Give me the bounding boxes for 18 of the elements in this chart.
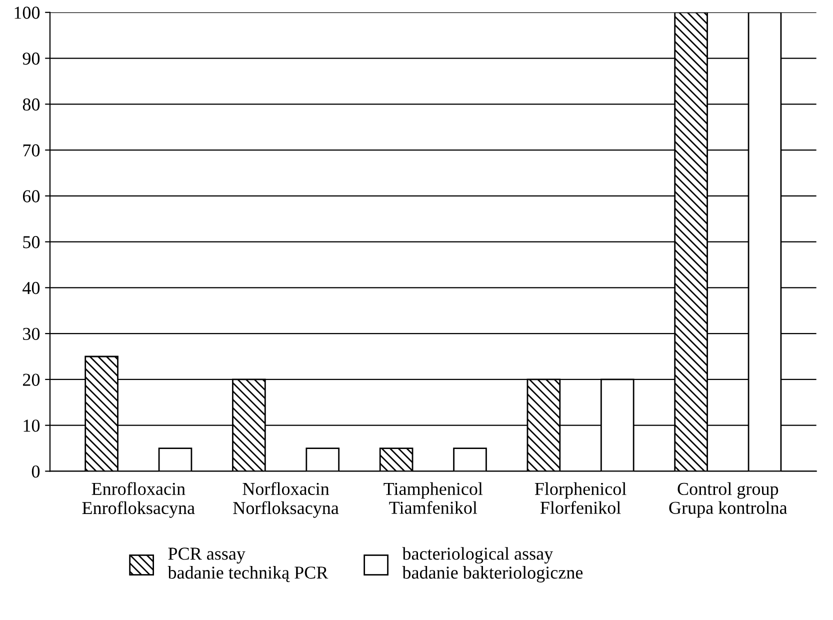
x-tick-label: Florphenicol Florfenikol <box>534 482 626 514</box>
x-tick-label: Norfloxacin Norfloksacyna <box>233 482 339 518</box>
y-tick-label: 60 <box>22 190 40 202</box>
x-tick-label: Enrofloxacin Enrofloksacyna <box>82 482 195 518</box>
y-tick-label: 10 <box>24 420 40 432</box>
y-tick-label: 80 <box>22 98 40 111</box>
y-tick-label: 40 <box>22 282 40 294</box>
y-tick-label: 50 <box>23 236 40 248</box>
legend-label: PCR assay badanie techniką PCR <box>168 548 328 582</box>
y-tick-label: 100 <box>14 6 40 19</box>
x-tick-label: Tiamphenicol Tiamfenikol <box>384 482 483 514</box>
x-tick-label: Control group Grupa kontrolna <box>669 482 788 518</box>
y-tick-label: 30 <box>23 328 40 340</box>
legend-label: bacteriological assay badanie bakteriologiczne <box>402 547 583 582</box>
y-tick-label: 20 <box>22 374 40 386</box>
y-tick-label: 0 <box>32 465 40 478</box>
y-tick-label: 90 <box>22 52 40 65</box>
y-tick-label: 70 <box>23 144 40 156</box>
